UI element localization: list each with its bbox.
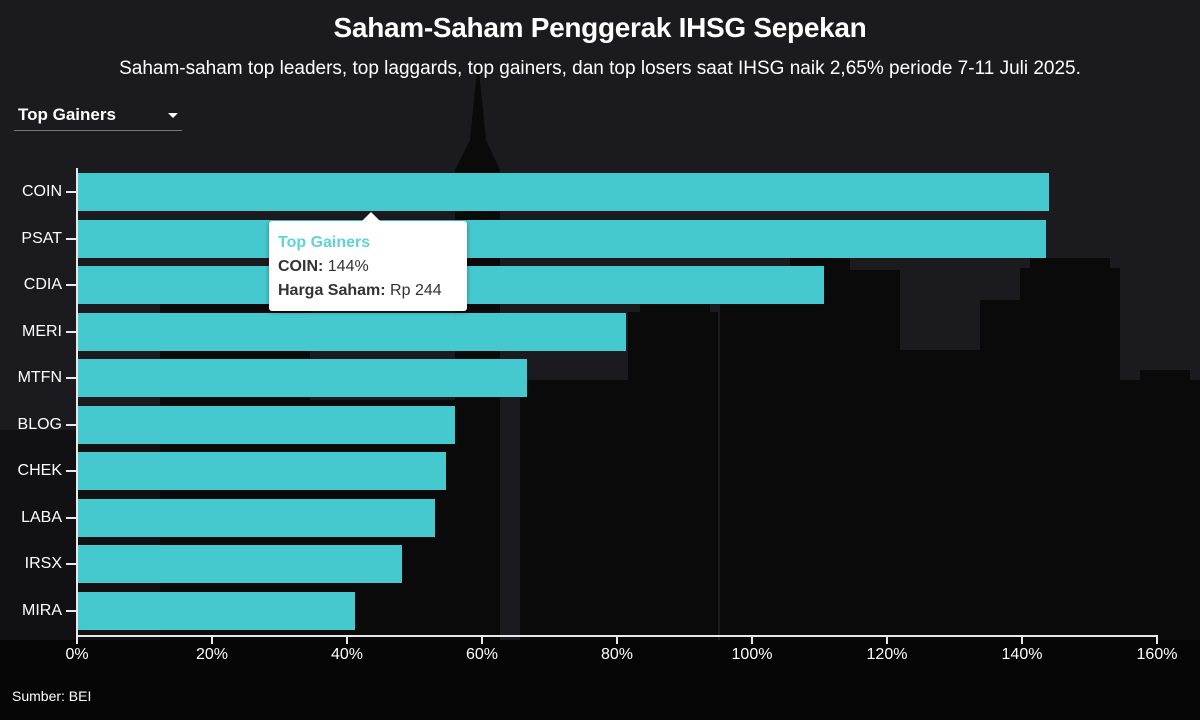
x-axis-label: 20% [195,646,229,663]
tooltip-price-line: Harga Saham: Rp 244 [278,282,442,300]
y-axis-tick [66,423,76,426]
y-axis-label: CDIA [23,276,62,293]
tooltip-price-value: Rp 244 [390,282,442,299]
dropdown-selected-label: Top Gainers [18,105,116,124]
y-axis-tick [66,330,76,333]
x-axis-tick [211,636,213,644]
y-axis-tick [66,191,76,193]
y-axis-tick [66,284,76,286]
x-axis-tick [886,636,888,644]
chart-subtitle: Saham-saham top leaders, top laggards, t… [119,58,1081,79]
y-axis-label: COIN [22,183,62,200]
x-axis-tick [346,636,348,644]
bar-chek[interactable] [78,452,447,490]
x-axis-label: 140% [1001,646,1043,663]
bar-laba[interactable] [78,498,435,537]
tooltip-ticker-value: 144% [327,258,369,275]
x-axis-tick [76,636,78,644]
x-axis-label: 40% [330,646,364,663]
y-axis-label: BLOG [17,415,62,433]
bar-blog[interactable] [78,405,455,444]
chart-title: Saham-Saham Penggerak IHSG Sepekan [333,12,867,43]
x-axis-label: 0% [65,646,89,663]
category-dropdown[interactable]: Top Gainers [14,100,182,131]
x-axis-tick [616,636,618,644]
y-axis-label: MTFN [17,369,62,386]
y-axis-label: PSAT [21,229,62,247]
y-axis-line [76,168,78,636]
bar-mira[interactable] [78,591,356,630]
y-axis-tick [66,237,76,240]
y-axis-label: CHEK [17,462,62,479]
bar-irsx[interactable] [78,545,402,583]
tooltip-title: Top Gainers [278,234,371,251]
bar-coin[interactable] [78,173,1049,211]
bar-psat[interactable] [78,219,1046,258]
y-axis-tick [66,609,76,612]
x-axis-tick [1156,636,1158,644]
x-axis-tick [751,636,753,644]
tooltip-ticker-label: COIN: [278,258,324,275]
x-axis-label: 100% [731,646,773,663]
x-axis-label: 60% [465,646,499,663]
y-axis-tick [66,377,76,379]
y-axis-tick [66,470,76,472]
caret-down-icon [168,112,178,118]
source-note: Sumber: BEI [12,688,92,704]
bar-mtfn[interactable] [78,359,528,397]
x-axis-label: 120% [866,646,908,663]
tooltip-price-label: Harga Saham: [278,282,386,299]
bar-meri[interactable] [78,312,626,351]
x-axis-tick [481,636,483,644]
x-axis-tick [1021,636,1023,644]
y-axis-label: LABA [21,508,62,526]
y-axis-tick [66,563,76,565]
y-axis-label: IRSX [24,555,62,572]
y-axis-label: MIRA [22,601,62,619]
tooltip-value-line: COIN: 144% [278,258,369,276]
x-axis-label: 160% [1136,646,1178,663]
y-axis-label: MERI [22,322,62,340]
y-axis-tick [66,516,76,519]
tooltip: Top Gainers COIN: 144% Harga Saham: Rp 2… [269,212,467,311]
x-axis-label: 80% [600,646,634,663]
